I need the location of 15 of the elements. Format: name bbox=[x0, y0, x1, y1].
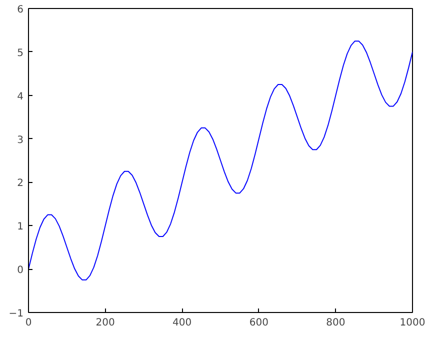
y-tick-label: 3 bbox=[17, 134, 24, 146]
y-tick-label: −1 bbox=[8, 308, 24, 320]
x-tick-label: 200 bbox=[96, 318, 115, 328]
x-tick-label: 1000 bbox=[400, 318, 426, 328]
x-tick-label: 800 bbox=[326, 318, 346, 328]
y-tick-label: 2 bbox=[17, 178, 24, 190]
y-tick-label: 5 bbox=[17, 48, 24, 59]
x-tick-label: 600 bbox=[249, 318, 268, 328]
y-tick-label: 4 bbox=[17, 91, 24, 102]
y-tick-label: 1 bbox=[17, 222, 24, 233]
line-series bbox=[28, 40, 412, 280]
y-tick-label: 6 bbox=[17, 4, 24, 16]
y-tick-label: 0 bbox=[17, 265, 24, 276]
x-tick-label: 400 bbox=[172, 318, 192, 328]
x-tick-label: 0 bbox=[25, 318, 32, 328]
